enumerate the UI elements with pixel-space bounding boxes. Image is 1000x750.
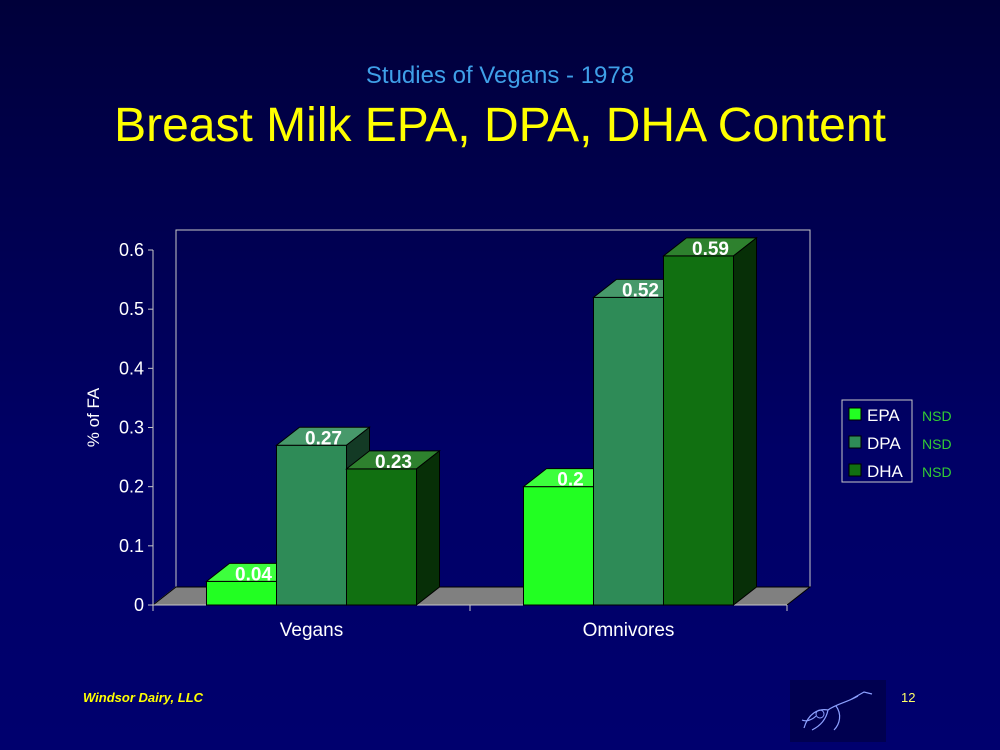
y-tick-label: 0.4 (119, 358, 144, 378)
y-tick-label: 0.6 (119, 240, 144, 260)
legend-swatch-dpa (848, 435, 862, 449)
y-tick-label: 0.3 (119, 418, 144, 438)
slide-subtitle: Studies of Vegans - 1978 (365, 62, 635, 89)
data-label: 0.23 (375, 452, 412, 473)
bar-dpa (593, 296, 664, 606)
page-number: 12 (901, 690, 916, 705)
data-label: 0.2 (557, 470, 583, 491)
y-tick-label: 0 (134, 595, 144, 615)
bar-dha (346, 468, 417, 606)
legend-label-dha: DHA (867, 462, 904, 481)
data-label: 0.27 (305, 428, 342, 449)
legend-label-epa: EPA (867, 406, 900, 425)
y-tick-label: 0.5 (119, 299, 144, 319)
y-tick-label: 0.2 (119, 477, 144, 497)
bar-side-dha (416, 449, 440, 607)
data-label: 0.52 (622, 280, 659, 301)
y-tick-label: 0.1 (119, 536, 144, 556)
legend-note: NSD (922, 464, 952, 480)
bar-epa (523, 486, 594, 606)
footer-company: Windsor Dairy, LLC (83, 690, 204, 705)
x-tick-label: Vegans (280, 620, 343, 641)
bar-dpa (276, 444, 347, 606)
legend-swatch-epa (848, 407, 862, 421)
slide-title: Breast Milk EPA, DPA, DHA Content (114, 99, 886, 152)
legend-note: NSD (922, 408, 952, 424)
y-axis-label: % of FA (84, 387, 103, 447)
company-logo (790, 680, 886, 742)
legend-label-dpa: DPA (867, 434, 901, 453)
legend-note: NSD (922, 436, 952, 452)
bar-side-dha (733, 236, 757, 607)
legend-swatch-dha (848, 463, 862, 477)
x-tick-label: Omnivores (583, 620, 675, 641)
bar-dha (663, 255, 734, 606)
legend-box (841, 399, 913, 483)
data-label: 0.59 (692, 239, 729, 260)
data-label: 0.04 (235, 564, 272, 585)
